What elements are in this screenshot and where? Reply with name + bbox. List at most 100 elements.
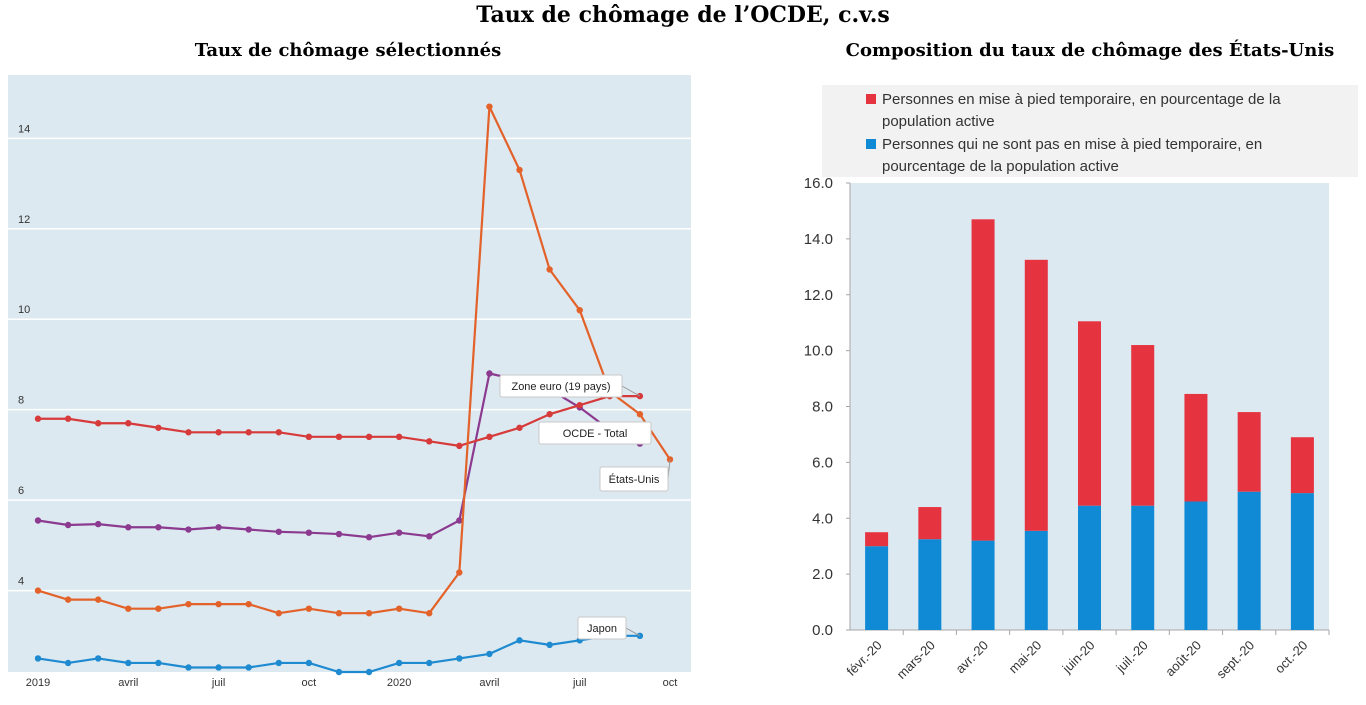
x-tick-label: sept.-20 bbox=[1213, 638, 1257, 682]
data-point-euro bbox=[64, 415, 72, 422]
data-point-us bbox=[34, 587, 42, 594]
x-tick-label: mai-20 bbox=[1006, 638, 1045, 677]
bar-temp bbox=[1290, 437, 1314, 494]
x-tick-label: 2020 bbox=[387, 677, 411, 689]
bar-temp bbox=[1024, 259, 1048, 531]
data-point-oecd bbox=[185, 526, 192, 533]
data-point-oecd bbox=[365, 534, 373, 541]
bar-temp bbox=[971, 219, 995, 541]
bar-nontemp bbox=[1024, 530, 1048, 630]
y-tick-label: 6 bbox=[18, 485, 24, 497]
data-point-euro bbox=[34, 415, 42, 422]
x-tick-label: févr.-20 bbox=[843, 638, 884, 679]
legend-label-nontemp: pourcentage de la population active bbox=[882, 158, 1119, 175]
data-point-oecd bbox=[275, 528, 282, 535]
bar-chart-title: Composition du taux de chômage des États… bbox=[845, 40, 1335, 61]
legend-label-nontemp: Personnes qui ne sont pas en mise à pied… bbox=[882, 136, 1262, 153]
y-tick-label: 6.0 bbox=[812, 454, 833, 471]
series-label-euro: Zone euro (19 pays) bbox=[511, 381, 610, 393]
data-point-euro bbox=[155, 424, 162, 431]
data-point-japan bbox=[245, 664, 252, 671]
data-point-oecd bbox=[125, 524, 132, 531]
data-point-oecd bbox=[215, 524, 222, 531]
data-point-oecd bbox=[64, 521, 72, 529]
x-tick-label: oct.-20 bbox=[1272, 638, 1311, 677]
x-tick-label: oct bbox=[663, 677, 678, 689]
data-point-euro bbox=[426, 438, 433, 445]
bar-nontemp bbox=[1237, 491, 1261, 630]
legend-swatch-nontemp bbox=[866, 139, 876, 149]
data-point-euro bbox=[125, 420, 132, 427]
callout-box-japan bbox=[577, 616, 627, 640]
data-point-us bbox=[576, 306, 583, 314]
data-point-us bbox=[94, 596, 102, 603]
data-point-japan bbox=[275, 659, 282, 667]
data-point-us bbox=[636, 411, 644, 418]
line-chart-title: Taux de chômage sélectionnés bbox=[194, 40, 502, 61]
data-point-oecd bbox=[155, 524, 162, 531]
data-point-us bbox=[516, 166, 523, 174]
y-tick-label: 10 bbox=[18, 304, 30, 316]
data-point-us bbox=[215, 600, 222, 608]
x-tick-label: juil.-20 bbox=[1112, 638, 1150, 676]
data-point-oecd bbox=[34, 517, 42, 524]
callout-leader-japan bbox=[625, 627, 641, 637]
data-point-japan bbox=[155, 659, 162, 667]
legend-swatch-temp bbox=[866, 94, 876, 104]
data-point-us bbox=[456, 569, 463, 576]
data-point-japan bbox=[546, 641, 553, 649]
data-point-japan bbox=[34, 655, 42, 662]
main-title: Taux de chômage de l’OCDE, c.v.s bbox=[476, 2, 890, 28]
data-point-oecd bbox=[395, 529, 403, 536]
callout-box-us bbox=[599, 466, 669, 492]
callout-box-oecd bbox=[538, 421, 652, 445]
data-point-oecd bbox=[486, 370, 493, 377]
data-point-japan bbox=[516, 637, 523, 644]
x-tick-label: 2019 bbox=[26, 677, 50, 689]
y-tick-label: 4.0 bbox=[812, 510, 833, 527]
data-point-us bbox=[185, 600, 192, 608]
data-point-us bbox=[546, 266, 553, 273]
data-point-us bbox=[64, 596, 72, 603]
data-point-oecd bbox=[426, 533, 433, 540]
line-chart-plot-area bbox=[8, 75, 691, 672]
bar-nontemp bbox=[1184, 501, 1208, 630]
bar-nontemp bbox=[865, 546, 889, 630]
x-tick-label: avr.-20 bbox=[952, 638, 991, 677]
y-tick-label: 12 bbox=[18, 214, 30, 226]
y-tick-label: 14 bbox=[18, 123, 30, 135]
data-point-euro bbox=[486, 433, 493, 441]
data-point-oecd bbox=[456, 517, 463, 524]
bar-nontemp bbox=[918, 539, 942, 630]
legend-box bbox=[822, 85, 1358, 177]
data-point-euro bbox=[456, 442, 463, 450]
series-label-oecd: OCDE - Total bbox=[563, 428, 628, 440]
data-point-euro bbox=[516, 424, 523, 431]
y-tick-label: 0.0 bbox=[812, 622, 833, 639]
bar-nontemp bbox=[1131, 505, 1155, 630]
data-point-japan bbox=[94, 655, 102, 662]
series-label-japan: Japon bbox=[587, 623, 617, 635]
legend-label-temp: Personnes en mise à pied temporaire, en … bbox=[882, 91, 1281, 108]
x-tick-label: avril bbox=[479, 677, 499, 689]
data-point-euro bbox=[185, 429, 192, 436]
x-tick-label: mars-20 bbox=[894, 638, 938, 682]
data-point-us bbox=[245, 600, 252, 608]
data-point-japan bbox=[335, 668, 343, 676]
data-point-japan bbox=[395, 659, 403, 667]
data-point-euro bbox=[365, 433, 373, 441]
y-tick-label: 2.0 bbox=[812, 566, 833, 583]
bar-temp bbox=[1078, 321, 1101, 506]
bar-temp bbox=[918, 507, 942, 540]
data-point-japan bbox=[185, 664, 192, 671]
data-point-us bbox=[335, 610, 343, 617]
y-tick-label: 12.0 bbox=[804, 287, 833, 304]
x-tick-label: juil bbox=[572, 677, 586, 689]
y-tick-label: 16.0 bbox=[804, 175, 833, 192]
x-tick-label: juin-20 bbox=[1059, 638, 1098, 677]
x-tick-label: oct bbox=[302, 677, 317, 689]
data-point-us bbox=[275, 610, 282, 617]
data-point-japan bbox=[125, 659, 132, 667]
data-point-us bbox=[305, 605, 313, 612]
y-tick-label: 10.0 bbox=[804, 343, 833, 360]
